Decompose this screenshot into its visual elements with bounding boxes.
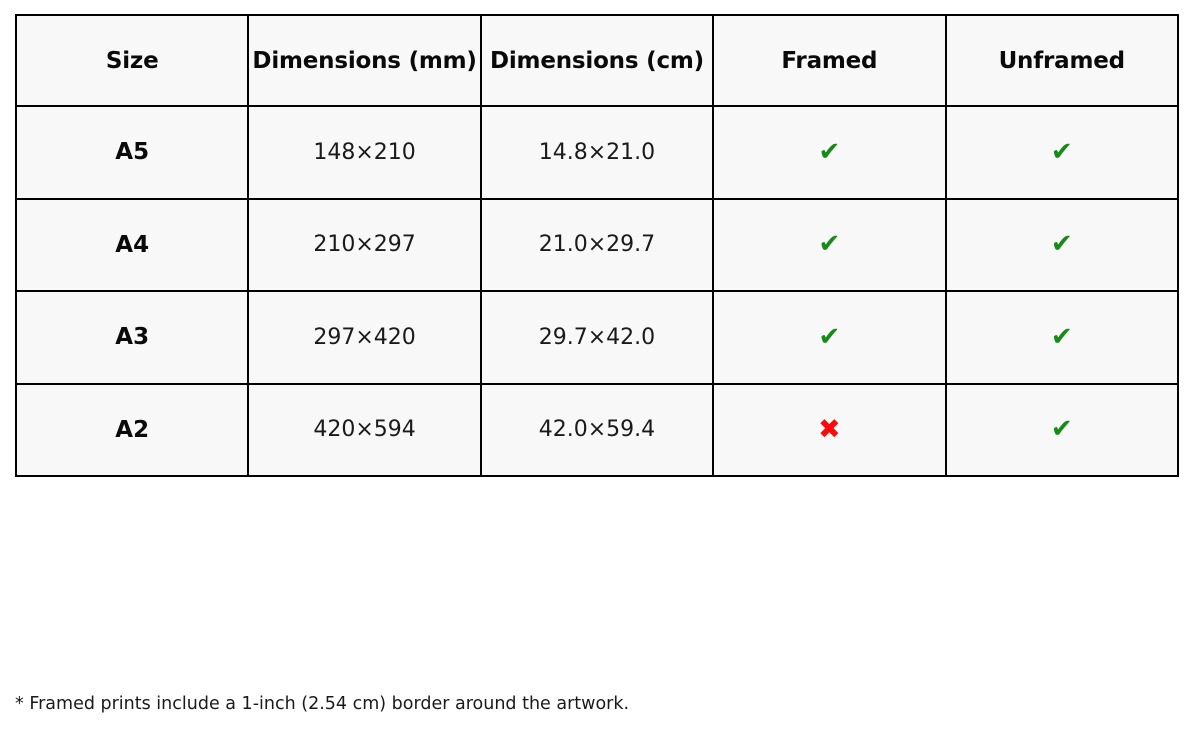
cell-unframed: ✔ <box>944 382 1179 477</box>
table-body: A5 148×210 14.8×21.0 ✔ ✔ A4 210×297 21.0… <box>14 105 1179 477</box>
table-footnote: * Framed prints include a 1-inch (2.54 c… <box>15 694 630 714</box>
cell-dimensions-mm: 297×420 <box>247 290 482 385</box>
column-header-dimensions-mm: Dimensions (mm) <box>247 14 482 107</box>
check-mark-icon: ✔ <box>1050 229 1073 260</box>
cell-unframed: ✔ <box>944 197 1179 292</box>
cell-dimensions-cm: 14.8×21.0 <box>479 105 715 200</box>
column-header-unframed: Unframed <box>944 14 1179 107</box>
cell-dimensions-cm: 21.0×29.7 <box>479 197 715 292</box>
cell-framed: ✔ <box>712 105 947 200</box>
check-mark-icon: ✔ <box>818 229 841 260</box>
table-row: A2 420×594 42.0×59.4 ✖ ✔ <box>14 382 1179 477</box>
cell-dimensions-mm: 148×210 <box>247 105 482 200</box>
check-mark-icon: ✔ <box>1050 414 1073 445</box>
cell-dimensions-mm: 210×297 <box>247 197 482 292</box>
cell-size: A4 <box>14 197 250 292</box>
cell-framed: ✖ <box>712 382 947 477</box>
cell-framed: ✔ <box>712 290 947 385</box>
cell-framed: ✔ <box>712 197 947 292</box>
cell-size: A5 <box>14 105 250 200</box>
cross-mark-icon: ✖ <box>818 413 841 445</box>
check-mark-icon: ✔ <box>818 136 841 167</box>
table-row: A4 210×297 21.0×29.7 ✔ ✔ <box>14 197 1179 292</box>
table-row: A3 297×420 29.7×42.0 ✔ ✔ <box>14 290 1179 385</box>
table-header: Size Dimensions (mm) Dimensions (cm) Fra… <box>14 14 1179 107</box>
cell-size: A2 <box>14 382 250 477</box>
cell-dimensions-mm: 420×594 <box>247 382 482 477</box>
check-mark-icon: ✔ <box>818 321 841 352</box>
table-row: A5 148×210 14.8×21.0 ✔ ✔ <box>14 105 1179 200</box>
print-size-table: Size Dimensions (mm) Dimensions (cm) Fra… <box>14 14 1179 477</box>
column-header-dimensions-cm: Dimensions (cm) <box>479 14 715 107</box>
cell-dimensions-cm: 29.7×42.0 <box>479 290 715 385</box>
cell-size: A3 <box>14 290 250 385</box>
column-header-size: Size <box>14 14 250 107</box>
check-mark-icon: ✔ <box>1050 321 1073 352</box>
column-header-framed: Framed <box>712 14 947 107</box>
cell-unframed: ✔ <box>944 105 1179 200</box>
check-mark-icon: ✔ <box>1050 136 1073 167</box>
cell-dimensions-cm: 42.0×59.4 <box>479 382 715 477</box>
table-header-row: Size Dimensions (mm) Dimensions (cm) Fra… <box>14 14 1179 107</box>
cell-unframed: ✔ <box>944 290 1179 385</box>
